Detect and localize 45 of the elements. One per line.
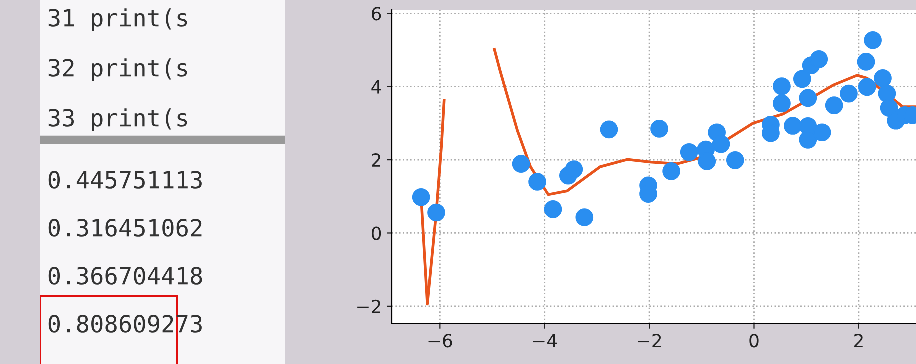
point xyxy=(544,200,562,218)
text: 32 print(s xyxy=(48,58,188,82)
point xyxy=(600,120,618,139)
point xyxy=(878,84,896,103)
point xyxy=(650,120,668,138)
x-tick-label: 0 xyxy=(750,334,759,348)
point xyxy=(773,78,791,96)
point xyxy=(565,160,584,178)
x-tick-label: 2 xyxy=(854,334,863,348)
point xyxy=(810,50,828,68)
text: 33 print(s xyxy=(48,108,188,132)
x-tick-label: −4 xyxy=(533,334,558,348)
text: 0.445751113 xyxy=(48,171,202,189)
point xyxy=(528,173,546,191)
point xyxy=(858,78,876,96)
point xyxy=(726,152,744,170)
y-tick-label: −2 xyxy=(358,300,380,314)
text: 0.366704418 xyxy=(48,267,202,285)
point xyxy=(680,143,698,162)
point xyxy=(428,204,446,222)
point xyxy=(825,96,844,114)
point xyxy=(793,70,812,88)
point xyxy=(799,131,818,149)
y-tick-label: 6 xyxy=(372,7,382,21)
x-tick-label: −2 xyxy=(638,334,662,348)
point xyxy=(813,124,832,142)
point xyxy=(874,70,892,88)
text: 31 print(s xyxy=(48,8,188,32)
text: 0.316451062 xyxy=(48,219,202,237)
point xyxy=(773,94,791,113)
point xyxy=(512,155,530,173)
point xyxy=(576,208,594,226)
point xyxy=(662,162,680,180)
x-tick-label: −6 xyxy=(428,334,452,348)
y-tick-label: 0 xyxy=(372,226,382,240)
point xyxy=(857,53,876,71)
point xyxy=(864,31,882,50)
point xyxy=(880,99,898,117)
point xyxy=(412,188,430,206)
point xyxy=(799,89,818,108)
point xyxy=(712,135,730,154)
y-tick-label: 4 xyxy=(372,80,382,94)
y-tick-label: 2 xyxy=(372,154,380,167)
point xyxy=(840,84,858,103)
point xyxy=(784,117,802,135)
